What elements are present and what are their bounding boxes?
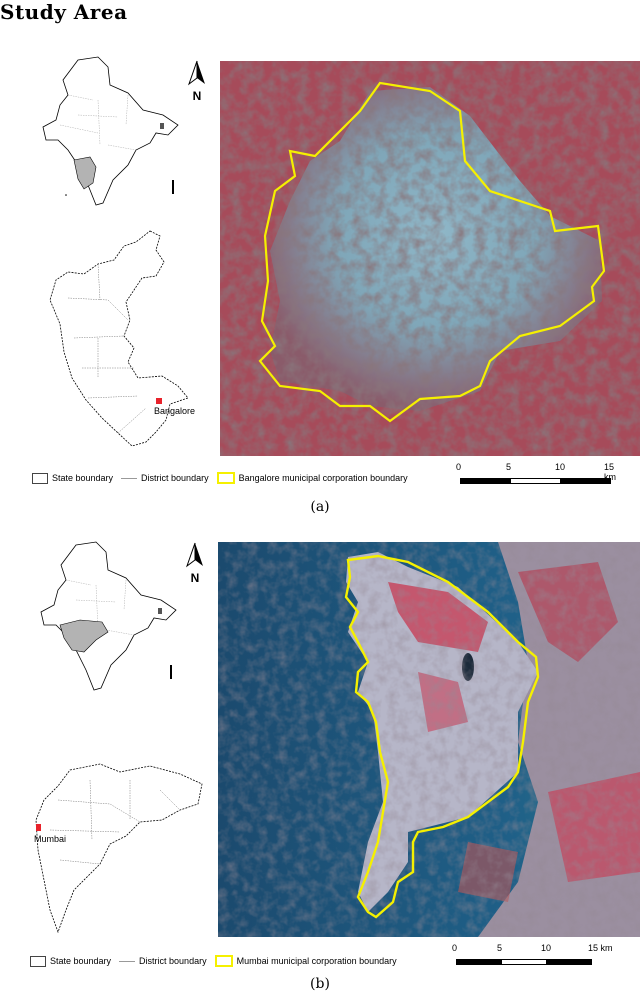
scale-bar-mumbai: 0 5 10 15 km bbox=[452, 943, 624, 969]
mumbai-label: Mumbai bbox=[34, 834, 66, 844]
scale-tick-15: 15 km bbox=[604, 462, 616, 482]
north-arrow-icon bbox=[185, 542, 203, 568]
scale-segment-2 bbox=[501, 959, 547, 965]
municipal-boundary-swatch bbox=[214, 955, 233, 967]
legend-municipal-boundary: Bangalore municipal corporation boundary bbox=[238, 473, 408, 483]
scale-tick-10: 10 bbox=[555, 462, 566, 472]
scale-segment-3 bbox=[560, 478, 611, 484]
scale-bar-bangalore: 0 5 10 15 km bbox=[456, 462, 618, 488]
north-label-b: N bbox=[190, 571, 200, 585]
scale-segment-1 bbox=[460, 478, 511, 484]
scale-segment-2 bbox=[510, 478, 561, 484]
district-boundary-swatch bbox=[121, 477, 138, 479]
india-inset-map bbox=[42, 56, 179, 206]
state-boundary-swatch bbox=[30, 955, 46, 967]
bangalore-boundary bbox=[258, 81, 606, 423]
caption-b: (b) bbox=[310, 976, 330, 992]
maharashtra-inset-map: Mumbai bbox=[34, 763, 203, 934]
legend-state-boundary: State boundary bbox=[52, 473, 114, 483]
panel-bangalore: N Bangalore bbox=[32, 56, 640, 515]
bangalore-marker bbox=[156, 398, 162, 404]
scale-tick-0: 0 bbox=[456, 462, 462, 472]
maharashtra-highlight bbox=[59, 619, 109, 653]
scale-segment-3 bbox=[546, 959, 592, 965]
mumbai-marker bbox=[36, 824, 41, 831]
north-arrow-icon bbox=[187, 60, 205, 86]
legend-bangalore: State boundary District boundary Bangalo… bbox=[32, 472, 416, 484]
mumbai-boundary bbox=[344, 554, 540, 919]
scale-tick-5: 5 bbox=[506, 462, 512, 472]
karnataka-inset-map: Bangalore bbox=[49, 230, 195, 447]
north-label: N bbox=[192, 89, 202, 103]
scale-segment-1 bbox=[456, 959, 502, 965]
scale-tick-5: 5 bbox=[497, 943, 503, 953]
mumbai-satellite-image bbox=[218, 542, 640, 937]
scale-tick-0: 0 bbox=[452, 943, 458, 953]
bangalore-satellite-image bbox=[220, 61, 640, 456]
municipal-boundary-swatch bbox=[216, 472, 235, 484]
scale-tick-15: 15 km bbox=[588, 943, 613, 953]
caption-a: (a) bbox=[310, 499, 330, 515]
north-arrow: N bbox=[186, 60, 208, 103]
page-heading: Study Area bbox=[0, 0, 128, 24]
state-boundary-swatch bbox=[32, 472, 48, 484]
north-arrow-b: N bbox=[184, 542, 206, 585]
legend-state-boundary: State boundary bbox=[50, 956, 112, 966]
legend-mumbai: State boundary District boundary Mumbai … bbox=[30, 955, 405, 967]
karnataka-highlight bbox=[73, 156, 97, 190]
scale-tick-10: 10 bbox=[541, 943, 552, 953]
legend-district-boundary: District boundary bbox=[141, 473, 209, 483]
india-inset-map-b bbox=[40, 541, 177, 691]
district-boundary-swatch bbox=[119, 960, 136, 962]
bangalore-label: Bangalore bbox=[154, 406, 195, 416]
legend-district-boundary: District boundary bbox=[139, 956, 207, 966]
panel-mumbai: N Mumbai bbox=[0, 530, 640, 1000]
legend-municipal-boundary: Mumbai municipal corporation boundary bbox=[236, 956, 397, 966]
